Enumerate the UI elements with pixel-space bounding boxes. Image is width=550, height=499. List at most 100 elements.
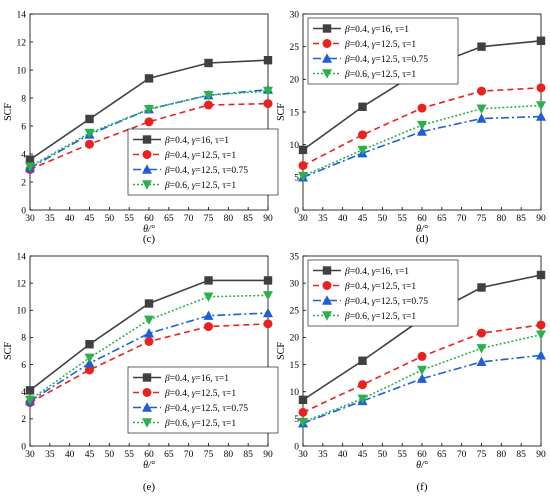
data-point <box>144 315 154 325</box>
x-tick-label: 30 <box>25 450 35 460</box>
x-tick-label: 90 <box>263 214 273 224</box>
x-axis-label: θ/° <box>416 224 428 235</box>
data-point <box>536 83 546 93</box>
legend-marker <box>322 39 332 48</box>
x-tick-label: 35 <box>318 450 328 460</box>
x-tick-label: 70 <box>184 450 194 460</box>
data-point <box>144 299 154 308</box>
y-tick-label: 4 <box>21 388 26 398</box>
y-tick-label: 6 <box>21 361 26 371</box>
x-tick-label: 50 <box>105 450 115 460</box>
series-line-3 <box>302 333 542 423</box>
data-point <box>263 86 273 97</box>
legend-marker <box>322 295 332 305</box>
data-point <box>536 101 546 111</box>
x-tick-label: 55 <box>397 214 407 224</box>
x-tick-label: 50 <box>378 450 388 460</box>
data-point <box>203 310 214 320</box>
y-tick-label: 10 <box>290 388 300 398</box>
legend-marker <box>322 266 332 275</box>
legend-marker <box>142 150 152 159</box>
legend-entry-text: β=0.6, γ=12.5, τ=1 <box>164 181 236 191</box>
y-axis-label: SCF <box>3 342 14 360</box>
series-line-3 <box>302 104 542 177</box>
data-point <box>358 380 367 390</box>
data-point <box>85 139 94 149</box>
data-point <box>25 386 35 395</box>
panel-label: (c) <box>143 233 156 245</box>
data-point <box>477 283 486 292</box>
legend: β=0.4, γ=16, τ=1 β=0.4, γ=12.5, τ=1 β=0.4,… <box>127 128 279 196</box>
x-axis-label: θ/° <box>416 460 428 471</box>
y-tick-label: 0 <box>21 206 26 216</box>
legend-marker <box>322 53 332 63</box>
x-tick-label: 75 <box>477 450 487 460</box>
x-tick-label: 60 <box>144 450 154 460</box>
data-point <box>144 105 154 115</box>
data-point <box>144 117 154 127</box>
data-point <box>357 145 368 156</box>
x-tick-label: 80 <box>497 214 507 224</box>
data-point <box>536 320 546 330</box>
data-point <box>263 307 273 318</box>
data-point <box>263 99 273 109</box>
y-tick-label: 10 <box>17 307 27 317</box>
x-tick-label: 30 <box>298 450 308 460</box>
x-tick-label: 60 <box>417 214 427 224</box>
series-line-1 <box>29 102 269 171</box>
y-tick-label: 14 <box>17 10 27 20</box>
x-tick-label: 45 <box>358 214 368 224</box>
x-tick-label: 50 <box>378 214 388 224</box>
x-tick-label: 90 <box>536 214 546 224</box>
legend-marker <box>142 373 152 382</box>
legend-entry-text: β=0.4, γ=16, τ=1 <box>164 136 229 146</box>
x-tick-label: 35 <box>318 214 328 224</box>
legend-entry-text: β=0.4, γ=16, τ=1 <box>164 374 229 384</box>
data-point <box>357 394 368 404</box>
data-point <box>84 353 95 363</box>
data-point <box>84 128 95 139</box>
x-tick-label: 75 <box>204 450 214 460</box>
data-point <box>298 407 308 417</box>
x-tick-label: 85 <box>516 450 526 460</box>
x-tick-label: 30 <box>25 214 35 224</box>
y-tick-label: 25 <box>290 307 300 317</box>
x-tick-label: 50 <box>105 214 115 224</box>
data-point <box>85 365 94 375</box>
legend-marker <box>322 311 332 321</box>
data-point <box>476 104 487 114</box>
data-point <box>298 171 308 182</box>
x-tick-label: 55 <box>124 450 134 460</box>
y-tick-label: 30 <box>290 10 300 20</box>
x-tick-label: 35 <box>45 450 55 460</box>
legend-entry-text: β=0.4, γ=12.5, τ=1 <box>344 40 416 50</box>
y-tick-label: 0 <box>294 206 299 216</box>
data-point <box>25 395 35 406</box>
data-point <box>204 276 213 285</box>
data-point <box>298 145 308 155</box>
data-point <box>85 114 94 124</box>
y-tick-label: 0 <box>294 442 299 452</box>
data-point <box>417 351 427 361</box>
legend: β=0.4, γ=16, τ=1 β=0.4, γ=12.5, τ=1 β=0.4,… <box>307 259 459 327</box>
legend-marker <box>142 388 152 397</box>
x-tick-label: 90 <box>536 450 546 460</box>
legend-entry-text: β=0.4, γ=12.5, τ=0.75 <box>164 404 248 414</box>
data-point <box>536 270 546 280</box>
data-point <box>204 58 213 68</box>
x-tick-label: 65 <box>164 214 174 224</box>
data-point <box>536 350 546 360</box>
x-axis-label: θ/° <box>143 224 155 235</box>
data-point <box>204 100 213 110</box>
data-point <box>144 328 154 338</box>
x-tick-label: 40 <box>338 214 348 224</box>
x-tick-label: 70 <box>457 214 467 224</box>
data-point <box>358 130 367 140</box>
y-tick-label: 8 <box>21 334 26 344</box>
data-point <box>536 330 546 340</box>
y-tick-label: 2 <box>21 415 26 425</box>
data-point <box>263 319 273 329</box>
data-point <box>417 373 427 383</box>
x-tick-label: 70 <box>184 214 194 224</box>
